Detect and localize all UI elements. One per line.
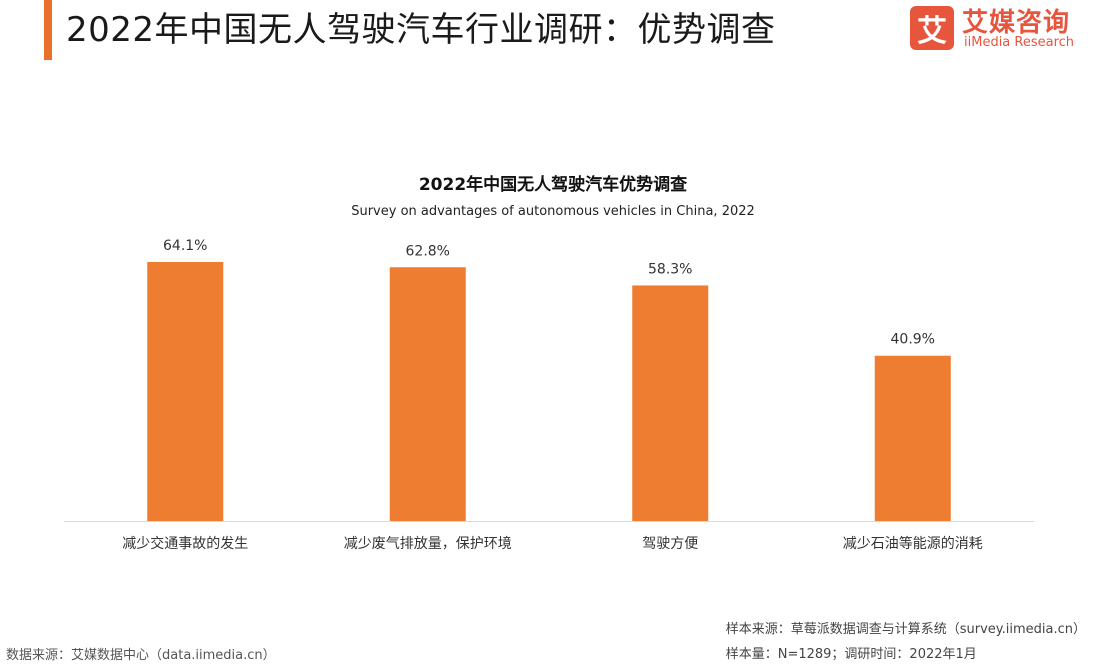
logo-name-cn: 艾媒咨询 [962, 8, 1071, 38]
logo-mark-icon: 艾 [910, 6, 954, 50]
category-label-1: 减少交通事故的发生 [122, 535, 248, 552]
page-title: 2022年中国无人驾驶汽车行业调研：优势调查 [66, 10, 776, 50]
data-label-1: 64.1% [163, 238, 207, 254]
bar-2 [389, 267, 466, 521]
data-label-3: 58.3% [648, 261, 692, 277]
chart-subtitle: Survey on advantages of autonomous vehic… [351, 204, 755, 219]
category-label-3: 驾驶方便 [642, 536, 698, 552]
data-label-2: 62.8% [406, 243, 450, 259]
bar-1 [147, 262, 224, 521]
sample-info: 样本来源：草莓派数据调查与计算系统（survey.iimedia.cn） 样本量… [726, 617, 1086, 667]
bar-3 [632, 285, 709, 521]
brand-logo: 艾 艾媒咨询 iiMedia Research [910, 4, 1086, 54]
bar-4 [874, 355, 951, 521]
title-accent-bar [44, 0, 52, 60]
sample-size-note: 样本量：N=1289；调研时间：2022年1月 [725, 647, 977, 662]
category-label-2: 减少废气排放量，保护环境 [344, 536, 512, 552]
category-label-4: 减少石油等能源的消耗 [843, 535, 983, 552]
chart-title: 2022年中国无人驾驶汽车优势调查 [418, 175, 688, 195]
logo-name-en: iiMedia Research [964, 35, 1075, 50]
sample-source-note: 样本来源：草莓派数据调查与计算系统（survey.iimedia.cn） [725, 622, 1086, 637]
data-source-note: 数据来源：艾媒数据中心（data.iimedia.cn） [6, 648, 276, 663]
data-label-4: 40.9% [891, 332, 935, 348]
